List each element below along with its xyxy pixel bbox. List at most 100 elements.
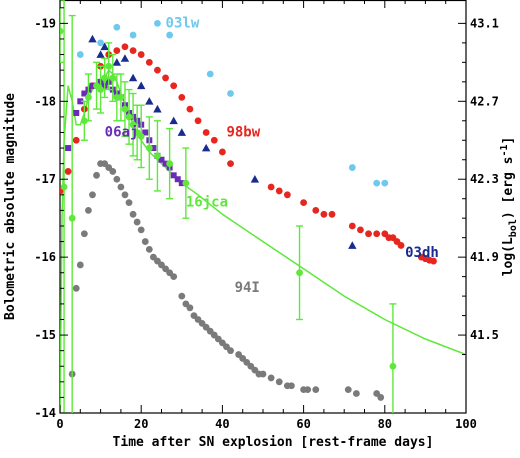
point-94i bbox=[93, 171, 100, 179]
point-94i bbox=[267, 374, 275, 382]
y-right-axis-title: log(Lbol) [erg s-1] bbox=[499, 137, 519, 277]
series-label-94i: 94I bbox=[235, 280, 260, 296]
y-right-tick-label: 41.5 bbox=[470, 328, 499, 342]
y-right-tick-label: 43.1 bbox=[470, 16, 499, 30]
point-98bw bbox=[137, 51, 145, 58]
y-left-tick-label: -17 bbox=[34, 172, 56, 186]
point-03dh bbox=[250, 175, 260, 183]
point-16jca bbox=[60, 183, 68, 191]
point-94i bbox=[85, 206, 92, 214]
point-94i bbox=[312, 386, 320, 394]
point-06aj bbox=[158, 156, 165, 163]
point-98bw bbox=[72, 136, 80, 144]
y-left-tick-label: -15 bbox=[34, 328, 56, 342]
point-16jca bbox=[129, 121, 137, 129]
point-94i bbox=[117, 183, 125, 191]
point-94i bbox=[288, 382, 295, 390]
point-94i bbox=[178, 292, 186, 300]
x-axis-title: Time after SN explosion [rest-frame days… bbox=[113, 435, 434, 450]
point-03lw bbox=[129, 31, 137, 39]
point-03dh bbox=[137, 81, 146, 90]
point-03dh bbox=[201, 143, 211, 152]
point-03lw bbox=[348, 164, 356, 171]
point-16jca bbox=[296, 269, 303, 277]
point-94i bbox=[170, 273, 178, 281]
point-03dh bbox=[348, 241, 357, 249]
point-03lw bbox=[76, 51, 84, 58]
point-98bw bbox=[328, 210, 336, 218]
point-06aj bbox=[178, 180, 185, 187]
series-label-03dh: 03dh bbox=[405, 245, 439, 261]
point-06aj bbox=[170, 172, 177, 179]
point-98bw bbox=[129, 47, 137, 55]
point-98bw bbox=[397, 242, 405, 249]
point-16jca bbox=[154, 152, 161, 160]
point-03lw bbox=[113, 23, 121, 31]
point-03dh bbox=[96, 50, 105, 58]
point-03dh bbox=[145, 97, 154, 105]
point-98bw bbox=[186, 105, 194, 113]
point-03dh bbox=[88, 34, 97, 43]
point-98bw bbox=[283, 191, 291, 199]
y-right-tick-label: 42.3 bbox=[470, 172, 499, 186]
point-94i bbox=[113, 175, 121, 183]
point-06aj bbox=[162, 160, 169, 167]
model-curve-16jca bbox=[60, 68, 466, 413]
point-98bw bbox=[430, 257, 437, 265]
point-06aj bbox=[174, 176, 181, 183]
point-06aj bbox=[142, 129, 149, 136]
point-16jca bbox=[85, 94, 92, 101]
x-tick-label: 80 bbox=[378, 417, 392, 431]
point-94i bbox=[121, 191, 129, 199]
point-16jca bbox=[137, 132, 145, 140]
point-16jca bbox=[109, 74, 117, 82]
point-98bw bbox=[202, 129, 210, 136]
point-94i bbox=[186, 304, 194, 312]
y-left-axis-title: Bolometric absolute magnitude bbox=[3, 93, 18, 320]
point-98bw bbox=[357, 226, 364, 234]
point-98bw bbox=[154, 66, 161, 74]
point-94i bbox=[352, 390, 360, 397]
x-tick-label: 0 bbox=[56, 417, 63, 431]
point-98bw bbox=[121, 43, 129, 51]
y-right-tick-label: 41.9 bbox=[470, 250, 499, 264]
point-16jca bbox=[389, 362, 397, 370]
point-94i bbox=[137, 226, 145, 234]
point-06aj bbox=[77, 98, 84, 105]
point-16jca bbox=[105, 62, 113, 70]
point-16jca bbox=[80, 117, 88, 125]
point-03dh bbox=[177, 128, 186, 136]
point-06aj bbox=[150, 145, 157, 152]
point-98bw bbox=[312, 206, 320, 214]
point-98bw bbox=[219, 148, 226, 156]
point-03dh bbox=[128, 73, 138, 82]
point-03dh bbox=[153, 104, 162, 113]
point-98bw bbox=[300, 199, 307, 207]
point-94i bbox=[129, 210, 137, 218]
point-98bw bbox=[170, 82, 178, 90]
axes-layer: 0 20 40 60 80 100 -19 -18 -17 -16 -15 -14 43.1 42.7 42… bbox=[3, 0, 519, 450]
point-98bw bbox=[267, 183, 275, 191]
point-16jca bbox=[121, 105, 129, 113]
point-94i bbox=[259, 370, 267, 378]
point-94i bbox=[125, 199, 133, 207]
point-94i bbox=[275, 378, 283, 386]
point-16jca bbox=[145, 144, 153, 152]
point-16jca bbox=[166, 160, 174, 168]
point-94i bbox=[145, 245, 153, 253]
point-16jca bbox=[101, 74, 109, 82]
point-98bw bbox=[320, 210, 328, 218]
point-03dh bbox=[120, 54, 130, 62]
point-94i bbox=[133, 218, 141, 226]
series-label-06aj: 06aj bbox=[105, 124, 139, 140]
point-94i bbox=[109, 168, 117, 175]
point-98bw bbox=[162, 74, 169, 82]
point-94i bbox=[227, 347, 234, 355]
x-tick-label: 100 bbox=[455, 417, 477, 431]
series-label-03lw: 03lw bbox=[166, 15, 200, 31]
y-left-tick-label: -19 bbox=[34, 16, 56, 30]
point-94i bbox=[377, 394, 385, 401]
x-tick-label: 40 bbox=[215, 417, 229, 431]
point-98bw bbox=[210, 136, 218, 144]
point-03lw bbox=[166, 31, 174, 39]
